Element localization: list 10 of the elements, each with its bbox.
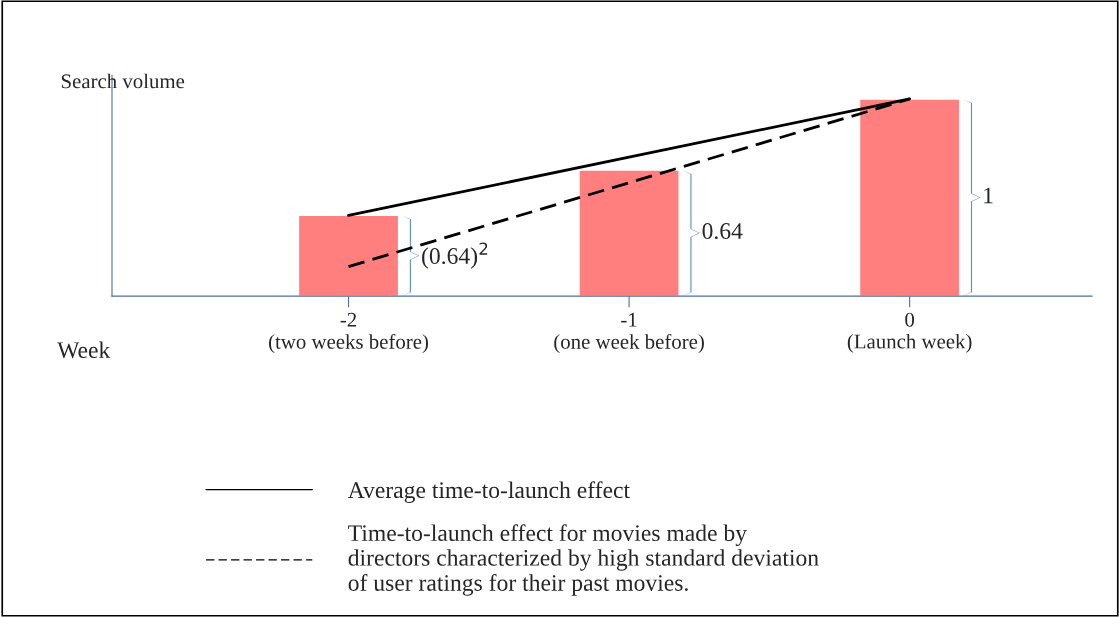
annotation: 1 xyxy=(984,187,993,204)
y-axis-title: Search volume xyxy=(61,73,185,89)
legend-label: Average time-to-launch effect xyxy=(347,481,630,503)
x-axis-title: Week xyxy=(57,341,111,359)
annotation: 0.64 xyxy=(702,223,743,240)
x-tick-label: -2 (two weeks before) xyxy=(269,312,428,354)
legend-label: Time-to-launch effect for movies made by directors characterized by high standard deviation of user ratings for their past movies. xyxy=(348,524,819,596)
x-tick-label: 0 (Launch week) xyxy=(847,312,972,353)
annotation: (0.64)$^{2}$ xyxy=(422,242,488,269)
x-tick-label: -1 (one week before) xyxy=(554,312,704,354)
